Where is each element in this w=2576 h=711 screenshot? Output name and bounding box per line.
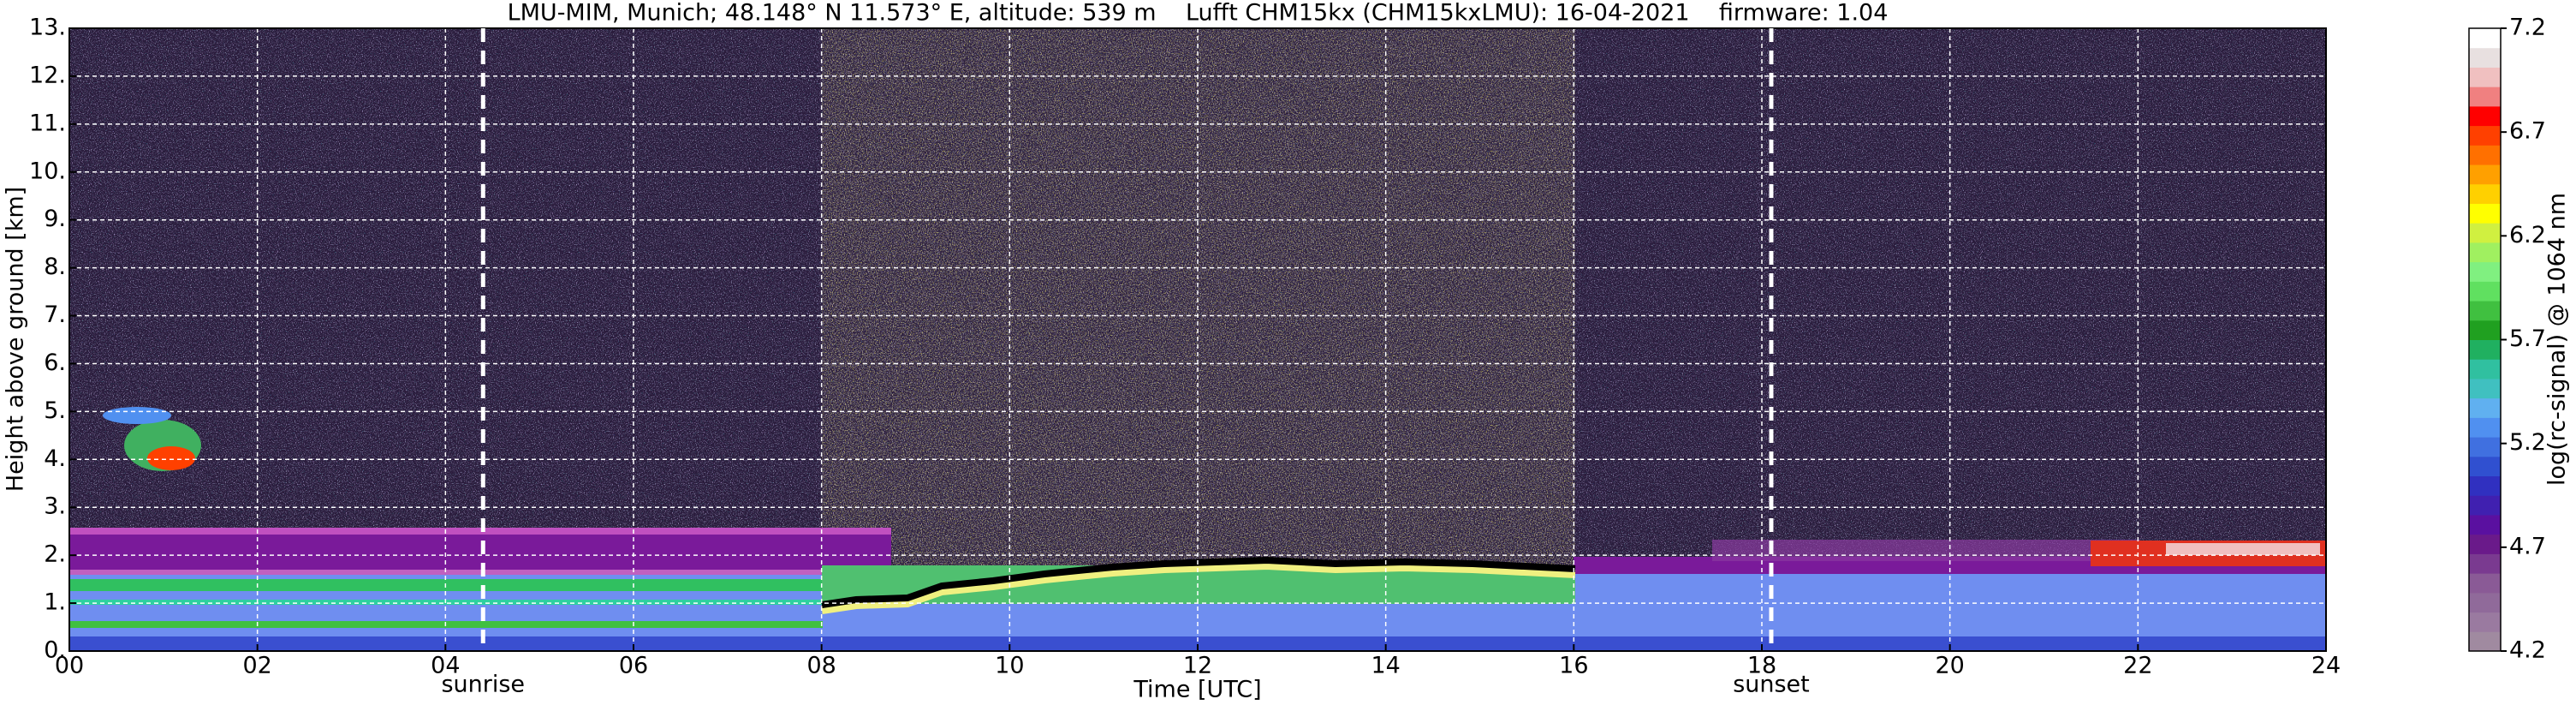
x-tick-label: 20 xyxy=(1935,653,1964,679)
x-axis-label: Time [UTC] xyxy=(1133,677,1261,703)
colorbar-segment xyxy=(2469,475,2501,496)
grid xyxy=(68,27,2327,652)
colorbar-segment xyxy=(2469,203,2501,224)
colorbar-segment xyxy=(2469,301,2501,321)
x-tick-label: 16 xyxy=(1559,653,1588,679)
colorbar-segment xyxy=(2469,573,2501,594)
colorbar-segment xyxy=(2469,359,2501,379)
colorbar-segment xyxy=(2469,339,2501,360)
colorbar-segment xyxy=(2469,378,2501,399)
x-tick-label: 00 xyxy=(55,653,84,679)
layer xyxy=(69,528,891,535)
colorbar-segment xyxy=(2469,281,2501,302)
y-tick-label: 11. xyxy=(29,110,66,136)
y-tick-label: 10. xyxy=(29,158,66,184)
colorbar-segment xyxy=(2469,553,2501,574)
colorbar-segment xyxy=(2469,183,2501,204)
colorbar-segment xyxy=(2469,145,2501,165)
x-tick-label: 14 xyxy=(1371,653,1400,679)
colorbar-segment xyxy=(2469,612,2501,632)
colorbar-tick-label: 5.7 xyxy=(2509,326,2546,352)
layer xyxy=(1712,540,2140,561)
layer xyxy=(69,531,891,574)
y-tick-label: 8. xyxy=(44,254,66,280)
colorbar-tick-label: 4.2 xyxy=(2509,637,2546,664)
colorbar-segment xyxy=(2469,495,2501,516)
y-tick-label: 2. xyxy=(44,541,66,568)
y-axis-label: Height above ground [km] xyxy=(3,187,29,492)
cloud xyxy=(147,446,195,470)
colorbar-segment xyxy=(2469,417,2501,438)
colorbar-segment xyxy=(2469,456,2501,477)
x-tick-label: 02 xyxy=(242,653,271,679)
y-tick-label: 3. xyxy=(44,493,66,520)
colorbar-tick-label: 6.2 xyxy=(2509,222,2546,248)
colorbar-segment xyxy=(2469,631,2501,652)
colorbar-label: log(rc-signal) @ 1064 nm xyxy=(2544,193,2571,486)
colorbar-segment xyxy=(2469,125,2501,146)
x-tick-label: 06 xyxy=(619,653,648,679)
x-tick-label: 18 xyxy=(1747,653,1776,679)
y-tick-label: 12. xyxy=(29,62,66,88)
cloud xyxy=(103,407,171,424)
colorbar-segment xyxy=(2469,223,2501,243)
speckle xyxy=(822,28,1575,568)
colorbar-tick-label: 7.2 xyxy=(2509,15,2546,41)
colorbar-segment xyxy=(2469,47,2501,68)
x-tick-label: 22 xyxy=(2123,653,2152,679)
colorbar-segment xyxy=(2469,87,2501,107)
x-tick-label: 24 xyxy=(2311,653,2341,679)
colorbar-tick-label: 4.7 xyxy=(2509,533,2546,559)
cloud-base xyxy=(821,556,1576,608)
x-tick-label: 08 xyxy=(806,653,836,679)
colorbar-segment xyxy=(2469,105,2501,127)
colorbar-segment xyxy=(2469,592,2501,613)
colorbar-segment xyxy=(2469,534,2501,554)
y-tick-label: 9. xyxy=(44,206,66,232)
y-tick-label: 5. xyxy=(44,397,66,424)
y-tick-label: 6. xyxy=(44,350,66,376)
annotation-label: sunrise xyxy=(441,672,525,698)
chart-title: LMU-MIM, Munich; 48.148° N 11.573° E, al… xyxy=(508,0,1889,27)
cloud xyxy=(2166,543,2320,555)
colorbar-segment xyxy=(2469,28,2501,49)
colorbar-segment xyxy=(2469,242,2501,263)
x-tick-label: 12 xyxy=(1183,653,1212,679)
colorbar-segment xyxy=(2469,261,2501,282)
x-tick-label: 04 xyxy=(431,653,460,679)
y-tick-label: 13. xyxy=(29,15,66,41)
colorbar-tick-label: 6.7 xyxy=(2509,118,2546,145)
colorbar-segment xyxy=(2469,67,2501,87)
cloud-base xyxy=(821,560,1576,614)
colorbar-segment xyxy=(2469,164,2501,185)
y-tick-label: 4. xyxy=(44,445,66,472)
colorbar-segment xyxy=(2469,320,2501,340)
x-tick-label: 10 xyxy=(995,653,1024,679)
colorbar-tick-label: 5.2 xyxy=(2509,429,2546,456)
annotation-label: sunset xyxy=(1733,672,1810,698)
y-tick-label: 7. xyxy=(44,302,66,328)
y-tick-label: 1. xyxy=(44,589,66,616)
colorbar-segment xyxy=(2469,514,2501,535)
y-tick-label: 0. xyxy=(44,637,66,664)
colorbar-segment xyxy=(2469,437,2501,457)
colorbar-segment xyxy=(2469,397,2501,418)
